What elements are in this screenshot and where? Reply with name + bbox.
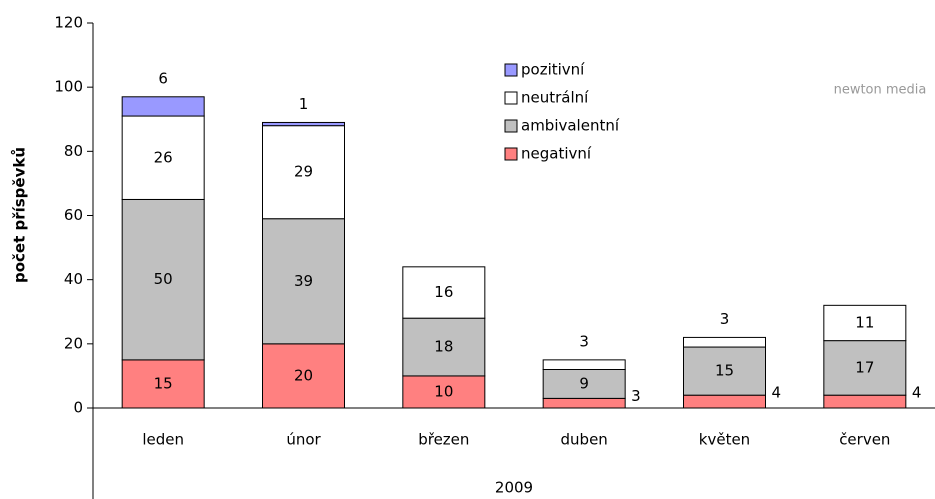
bar-segment	[683, 336, 766, 348]
bar-segment	[121, 359, 205, 409]
data-label: 15	[715, 362, 734, 380]
bar-segment	[262, 343, 345, 409]
y-tick-label: 100	[54, 78, 83, 96]
x-tick-label: duben	[561, 431, 608, 449]
legend-swatch	[504, 119, 518, 133]
bar-segment	[542, 359, 626, 370]
x-tick-label: leden	[142, 431, 184, 449]
legend-label: ambivalentní	[521, 117, 620, 135]
legend-swatch	[504, 63, 518, 77]
bar-segment	[683, 394, 766, 409]
data-label: 16	[434, 283, 453, 301]
x-tick-label: únor	[286, 431, 321, 449]
data-label: 3	[579, 332, 589, 350]
data-label: 4	[912, 384, 922, 402]
bar-segment	[402, 317, 486, 377]
y-tick-label: 120	[54, 14, 83, 32]
data-label: 26	[154, 148, 173, 166]
data-label: 20	[294, 366, 313, 384]
bar-segment	[262, 218, 345, 345]
bar-segment	[262, 121, 345, 127]
bar-segment	[121, 198, 205, 361]
bar-segment	[121, 115, 205, 200]
x-tick-label: březen	[418, 431, 469, 449]
data-label: 6	[158, 69, 168, 87]
data-label: 50	[154, 270, 173, 288]
data-label: 17	[855, 358, 874, 376]
y-tick-label: 60	[64, 206, 83, 224]
bar-segment	[823, 340, 907, 396]
legend-label: pozitivní	[521, 61, 585, 79]
data-label: 1	[299, 95, 309, 113]
x-tick-label: červen	[839, 431, 890, 449]
bar-segment	[121, 96, 205, 117]
bar-segment	[402, 266, 486, 319]
bar-segment	[262, 125, 345, 220]
data-label: 39	[294, 272, 313, 290]
y-tick-label: 40	[64, 270, 83, 288]
data-label: 10	[434, 382, 453, 400]
y-axis-label: počet příspěvků	[11, 147, 29, 283]
x-axis-label: 2009	[495, 479, 533, 497]
legend-swatch	[504, 91, 518, 105]
data-label: 4	[772, 384, 782, 402]
data-label: 3	[720, 310, 730, 328]
watermark: newton media	[834, 83, 927, 98]
bar-segment	[542, 397, 626, 409]
data-label: 9	[579, 374, 589, 392]
legend-swatch	[504, 147, 518, 161]
legend-label: negativní	[521, 145, 592, 163]
data-label: 29	[294, 163, 313, 181]
legend-label: neutrální	[521, 89, 589, 107]
data-label: 18	[434, 338, 453, 356]
bar-segment	[542, 369, 626, 399]
y-tick-label: 80	[64, 142, 83, 160]
y-tick-label: 0	[73, 399, 83, 417]
bar-segment	[823, 394, 907, 409]
data-label: 11	[855, 313, 874, 331]
y-tick-label: 20	[64, 334, 83, 352]
x-tick-label: květen	[699, 431, 750, 449]
bar-segment	[823, 304, 907, 342]
data-label: 15	[154, 374, 173, 392]
data-label: 3	[631, 387, 641, 405]
